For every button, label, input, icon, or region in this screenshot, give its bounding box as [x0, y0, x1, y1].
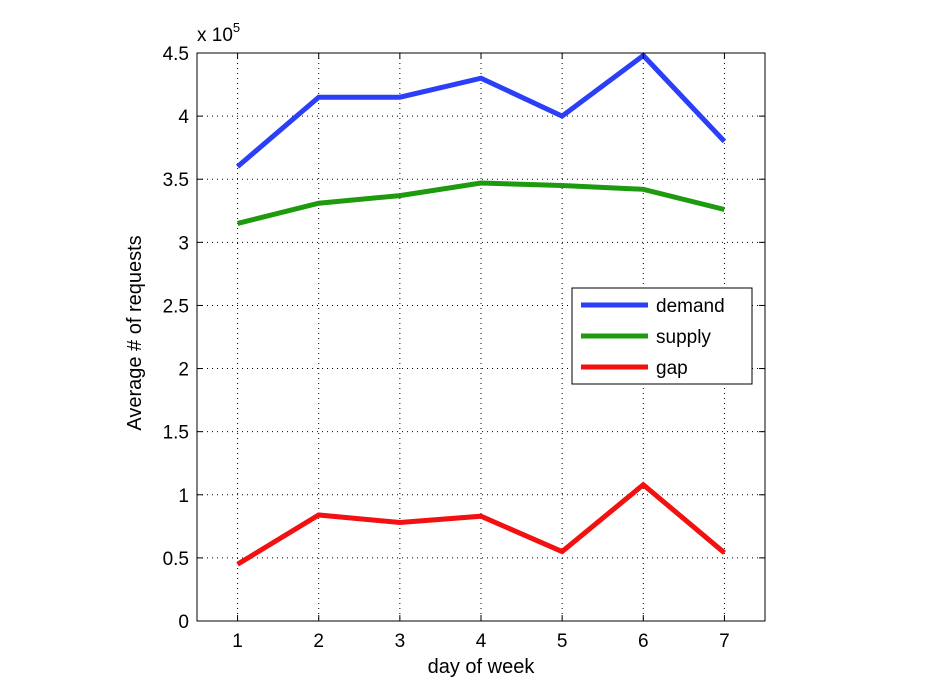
y-tick-label: 0	[178, 612, 189, 633]
y-multiplier-exponent: 5	[233, 20, 240, 35]
y-tick-label: 1.5	[163, 423, 189, 444]
legend: demand supply gap	[571, 287, 753, 385]
x-axis-label: day of week	[428, 656, 536, 678]
y-tick-label: 2.5	[163, 296, 189, 317]
y-tick-label: 0.5	[163, 549, 189, 570]
y-tick-label: 1	[178, 486, 189, 507]
x-tick-label: 2	[313, 631, 324, 652]
y-tick-label: 4.5	[163, 44, 189, 65]
legend-label-supply: supply	[656, 327, 711, 348]
series-line-gap	[236, 481, 727, 567]
x-tick-label: 7	[719, 631, 730, 652]
x-tick-label: 4	[476, 631, 487, 652]
y-multiplier: x 105	[197, 20, 240, 46]
x-tick-label: 6	[638, 631, 649, 652]
tick-labels: 1 2 3 4 5 6 7 0 0.5 1 1.5 2 2.5 3 3.5 4 4.5	[163, 44, 730, 652]
legend-label-demand: demand	[656, 296, 725, 317]
legend-label-gap: gap	[656, 358, 688, 379]
x-tick-label: 1	[232, 631, 243, 652]
x-tick-label: 5	[557, 631, 568, 652]
y-tick-label: 3	[178, 233, 189, 254]
axis-ticks	[197, 52, 765, 622]
y-tick-label: 2	[178, 360, 189, 381]
y-tick-label: 3.5	[163, 170, 189, 191]
y-tick-label: 4	[178, 107, 189, 128]
x-tick-label: 3	[395, 631, 406, 652]
y-axis-label: Average # of requests	[124, 235, 146, 430]
